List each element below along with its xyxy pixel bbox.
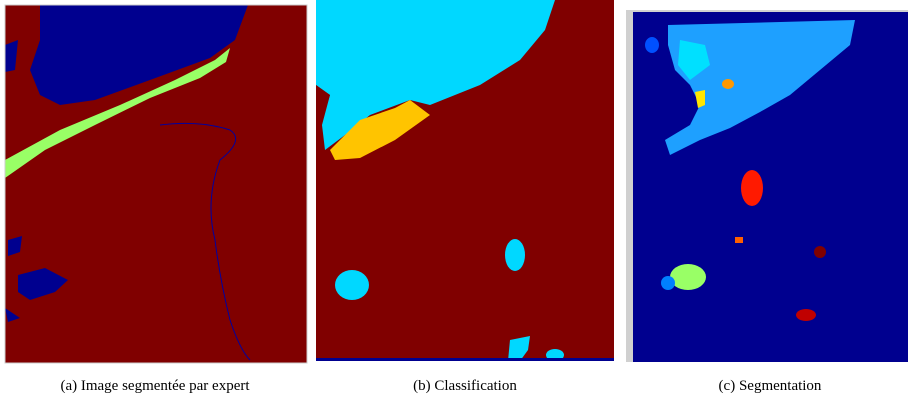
panel-c-image: [626, 10, 908, 362]
caption: (b) Classification: [413, 378, 517, 394]
panel-a-image: [5, 5, 307, 363]
panel-b-image: [316, 0, 614, 361]
caption: (c) Segmentation: [719, 378, 822, 394]
caption: (a) Image segmentée par expert: [60, 378, 250, 394]
figure: (a) Image segmentée par expert (b) Class…: [0, 0, 915, 401]
page: (a) Image segmentée par expert (b) Class…: [0, 0, 915, 401]
